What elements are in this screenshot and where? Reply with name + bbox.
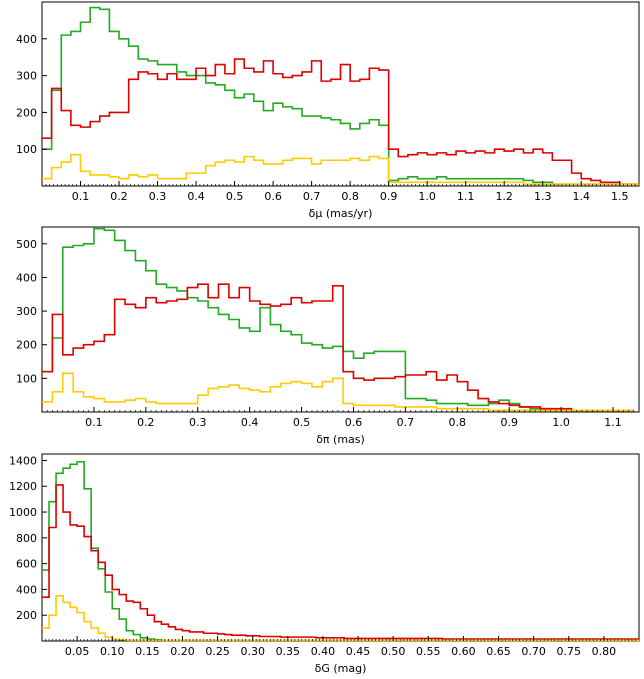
x-tick-label: 0.3 [149,190,167,203]
x-tick-label: 1.1 [604,416,622,429]
y-tick-label: 1000 [9,506,37,519]
x-tick-label: 0.50 [381,645,406,658]
y-tick-label: 1400 [9,454,37,467]
y-tick-label: 200 [16,106,37,119]
x-tick-label: 0.7 [303,190,321,203]
x-tick-label: 0.55 [416,645,441,658]
x-tick-label: 0.35 [276,645,301,658]
x-tick-label: 1.0 [418,190,436,203]
y-tick-label: 400 [16,33,37,46]
x-tick-label: 0.2 [137,416,155,429]
plot-frame [41,226,640,413]
x-tick-label: 0.5 [226,190,244,203]
histogram-series-3 [42,153,639,185]
y-tick-label: 300 [16,305,37,318]
x-tick-label: 0.3 [189,416,207,429]
x-tick-label: 0.8 [341,190,359,203]
histogram-series-3 [42,372,634,412]
histogram-series-2 [42,283,634,412]
x-tick-label: 1.0 [552,416,570,429]
x-tick-label: 0.5 [293,416,311,429]
x-tick-label: 1.3 [534,190,552,203]
x-tick-label: 0.2 [110,190,128,203]
y-tick-label: 200 [16,609,37,622]
x-tick-label: 0.20 [170,645,195,658]
x-tick-label: 0.60 [451,645,476,658]
x-axis-title: δπ (mas) [316,433,365,446]
y-tick-label: 200 [16,339,37,352]
x-tick-label: 0.45 [346,645,371,658]
x-tick-label: 0.15 [135,645,160,658]
x-tick-label: 0.1 [72,190,90,203]
histogram-series-1 [42,227,634,412]
x-axis-title: δμ (mas/yr) [309,207,373,220]
y-tick-label: 800 [16,532,37,545]
y-tick-label: 300 [16,70,37,83]
y-tick-label: 400 [16,583,37,596]
magnitude-panel: 0.05 0.10 0.15 0.20 0.25 0.30 0.35 0.40 0.45 0.50… [9,453,640,675]
x-tick-label: 0.9 [500,416,518,429]
x-tick-label: 0.4 [241,416,259,429]
histogram-series-2 [42,484,639,640]
plot-frame [41,453,640,642]
histogram-series-1 [42,460,639,642]
x-tick-label: 0.7 [397,416,415,429]
x-tick-label: 0.8 [449,416,467,429]
x-tick-label: 1.1 [457,190,475,203]
y-tick-label: 400 [16,271,37,284]
histogram-series-3 [42,595,639,642]
histogram-series-1 [42,6,639,185]
x-tick-label: 0.05 [65,645,90,658]
plot-frame [41,1,640,187]
y-tick-label: 1200 [9,480,37,493]
x-tick-label: 0.6 [345,416,363,429]
x-axis-title: δG (mag) [315,662,367,675]
y-tick-label: 600 [16,558,37,571]
x-tick-label: 0.1 [85,416,103,429]
x-tick-label: 0.70 [521,645,546,658]
x-tick-label: 1.2 [495,190,513,203]
histogram-series-2 [42,58,639,185]
y-tick-label: 100 [16,372,37,385]
x-tick-label: 0.80 [592,645,617,658]
x-tick-label: 0.6 [264,190,282,203]
x-tick-label: 1.4 [572,190,590,203]
y-tick-label: 500 [16,238,37,251]
y-tick-label: 100 [16,143,37,156]
x-tick-label: 1.5 [611,190,629,203]
x-tick-label: 0.30 [240,645,265,658]
x-tick-label: 0.40 [311,645,336,658]
x-tick-label: 0.75 [557,645,582,658]
x-tick-label: 0.10 [100,645,125,658]
proper-motion-panel: 0.1 0.2 0.3 0.4 0.5 0.6 0.7 0.8 0.9 1.0 1.1 1.2 1.3 1… [16,1,640,220]
x-tick-label: 0.4 [187,190,205,203]
x-tick-label: 0.9 [380,190,398,203]
parallax-panel: 0.1 0.2 0.3 0.4 0.5 0.6 0.7 0.8 0.9 1.0 1.1 100 200 3… [16,226,640,446]
x-tick-label: 0.65 [486,645,511,658]
x-tick-label: 0.25 [205,645,230,658]
